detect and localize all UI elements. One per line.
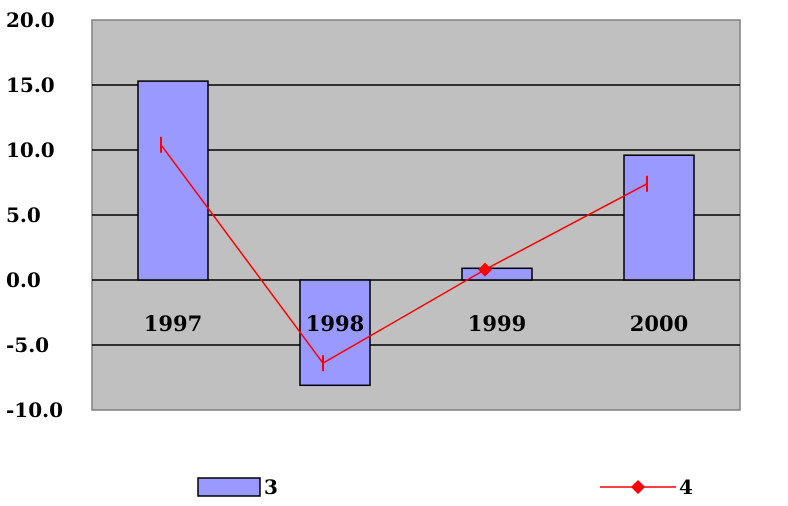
- legend-bar-swatch: [197, 477, 261, 497]
- legend-label-bar: 3: [264, 475, 278, 499]
- legend-label-line: 4: [679, 475, 693, 499]
- category-label: 2000: [630, 311, 688, 336]
- legend-diamond-marker: [631, 480, 645, 494]
- y-tick-label: 5.0: [6, 203, 41, 227]
- y-tick-label: -10.0: [6, 398, 63, 422]
- category-label: 1998: [306, 311, 364, 336]
- line-point: [478, 262, 492, 277]
- y-tick-label: 10.0: [6, 138, 55, 162]
- y-tick-label: 15.0: [6, 73, 55, 97]
- category-label: 1999: [468, 311, 526, 336]
- series-line: [160, 144, 648, 365]
- y-tick-label: -5.0: [6, 333, 49, 357]
- bar-series: [137, 80, 695, 387]
- category-label: 1997: [144, 311, 202, 336]
- y-tick-label: 20.0: [6, 8, 55, 32]
- y-tick-label: 0.0: [6, 268, 41, 292]
- bar: [137, 80, 209, 281]
- bar: [299, 279, 371, 387]
- legend: 3 4: [197, 475, 693, 499]
- line-series: [160, 136, 648, 372]
- bar: [623, 154, 695, 281]
- y-axis-ticks: 20.0 15.0 10.0 5.0 0.0 -5.0 -10.0: [6, 8, 63, 422]
- bar: [461, 267, 533, 281]
- category-labels: 1997 1998 1999 2000: [144, 311, 688, 336]
